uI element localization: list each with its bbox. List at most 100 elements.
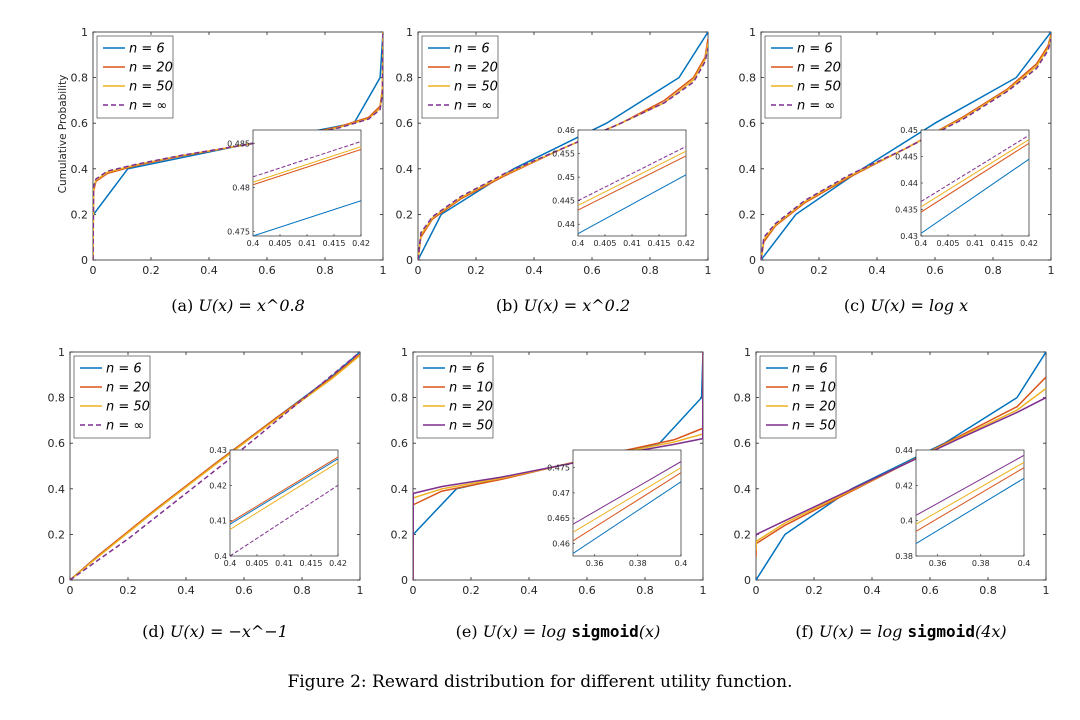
inset-series-line bbox=[230, 461, 338, 530]
inset-series-line bbox=[578, 150, 686, 206]
inset-x-tick-label: 0.4 bbox=[1018, 559, 1031, 568]
legend-label: n = 20 bbox=[129, 61, 173, 76]
inset-zoom: 0.4 0.405 0.41 0.415 0.42 0.4 0.41 0.42 0.43 bbox=[209, 446, 347, 568]
y-tick-label: 0.8 bbox=[739, 72, 757, 85]
inset-x-tick-label: 0.42 bbox=[1020, 239, 1038, 248]
legend-label: n = ∞ bbox=[797, 99, 835, 114]
inset-zoom: 0.36 0.38 0.4 0.38 0.4 0.42 0.44 bbox=[895, 446, 1030, 568]
x-tick-label: 0.8 bbox=[979, 584, 997, 597]
inset-series-line bbox=[916, 467, 1024, 532]
inset-y-tick-label: 0.47 bbox=[552, 489, 570, 498]
caption-function: sigmoid bbox=[571, 622, 639, 641]
inset-y-tick-label: 0.44 bbox=[557, 220, 575, 229]
x-tick-label: 1 bbox=[357, 584, 364, 597]
legend-label: n = 10 bbox=[449, 381, 493, 396]
inset-y-tick-label: 0.38 bbox=[895, 552, 913, 561]
inset-y-tick-label: 0.435 bbox=[895, 206, 918, 215]
inset-y-tick-label: 0.46 bbox=[552, 539, 570, 548]
legend: n = 6 n = 20 n = 50 n = ∞ bbox=[96, 35, 174, 119]
caption-prefix: (c) bbox=[843, 296, 871, 315]
y-tick-label: 1 bbox=[81, 26, 88, 39]
legend-label: n = 20 bbox=[454, 61, 498, 76]
caption-argument: (x) bbox=[638, 622, 661, 641]
x-tick-label: 0.4 bbox=[177, 584, 195, 597]
legend-label: n = 50 bbox=[797, 80, 841, 95]
legend-label: n = 6 bbox=[792, 362, 828, 377]
inset-y-tick-label: 0.43 bbox=[209, 446, 227, 455]
series-line-n-6 bbox=[761, 32, 1051, 260]
inset-y-tick-label: 0.42 bbox=[209, 481, 227, 490]
inset-series-line bbox=[253, 200, 361, 236]
series-line-n-6 bbox=[756, 352, 1046, 580]
inset-y-tick-label: 0.44 bbox=[895, 446, 913, 455]
x-tick-label: 0.2 bbox=[462, 584, 480, 597]
y-tick-label: 0.8 bbox=[734, 392, 752, 405]
caption-prefix: (a) bbox=[171, 296, 199, 315]
inset-series-line bbox=[578, 146, 686, 202]
x-tick-label: 0.6 bbox=[235, 584, 253, 597]
chart-panel-e: 0 0.2 0.4 0.6 0.8 100.20.40.60.81n = 6n = 10n… bbox=[391, 346, 707, 597]
caption-formula: U(x) = log bbox=[482, 622, 567, 641]
figure-caption: Figure 2: Reward distribution for differ… bbox=[287, 672, 793, 692]
inset-x-tick-label: 0.415 bbox=[991, 239, 1014, 248]
inset-y-tick-label: 0.41 bbox=[209, 517, 227, 526]
legend-label: n = 6 bbox=[106, 362, 142, 377]
inset-x-tick-label: 0.4 bbox=[247, 239, 260, 248]
x-tick-label: 0.2 bbox=[805, 584, 823, 597]
legend-label: n = 10 bbox=[792, 381, 836, 396]
y-tick-label: 0.2 bbox=[734, 528, 752, 541]
y-axis-label: Cumulative Probability bbox=[57, 75, 69, 194]
y-tick-label: 0.8 bbox=[71, 72, 89, 85]
legend: n = 6 n = 10 n = 20 n = 50 bbox=[416, 355, 494, 439]
subfigure-caption-f: (f) U(x) = log sigmoid(4x) bbox=[795, 622, 1006, 641]
inset-y-tick-label: 0.45 bbox=[557, 173, 575, 182]
inset-x-tick-label: 0.42 bbox=[329, 559, 347, 568]
inset-y-tick-label: 0.445 bbox=[552, 197, 575, 206]
inset-zoom: 0.36 0.38 0.4 0.46 0.465 0.47 0.475 bbox=[547, 449, 687, 568]
inset-x-tick-label: 0.38 bbox=[972, 559, 990, 568]
caption-prefix: (b) bbox=[495, 296, 524, 315]
x-tick-label: 0 bbox=[410, 584, 417, 597]
y-tick-label: 0 bbox=[749, 254, 756, 267]
y-tick-label: 0.6 bbox=[71, 117, 89, 130]
legend-label: n = 20 bbox=[792, 400, 836, 415]
inset-x-tick-label: 0.4 bbox=[915, 239, 928, 248]
inset-x-tick-label: 0.4 bbox=[572, 239, 585, 248]
series-line-n- bbox=[70, 352, 360, 580]
caption-formula: U(x) = x^0.2 bbox=[523, 296, 631, 315]
x-tick-label: 1 bbox=[705, 264, 712, 277]
y-tick-label: 0 bbox=[744, 574, 751, 587]
y-tick-label: 0 bbox=[406, 254, 413, 267]
y-tick-label: 0.4 bbox=[71, 163, 89, 176]
x-tick-label: 0.8 bbox=[641, 264, 659, 277]
inset-x-tick-label: 0.36 bbox=[929, 559, 947, 568]
caption-argument: (4x) bbox=[974, 622, 1007, 641]
caption-function: sigmoid bbox=[907, 622, 975, 641]
inset-series-line bbox=[253, 141, 361, 178]
inset-zoom: 0.4 0.405 0.41 0.415 0.42 0.475 0.48 0.485 bbox=[227, 129, 370, 248]
inset-y-tick-label: 0.465 bbox=[547, 514, 570, 523]
legend-label: n = 20 bbox=[106, 381, 150, 396]
inset-series-line bbox=[253, 146, 361, 183]
x-tick-label: 1 bbox=[1043, 584, 1050, 597]
y-tick-label: 1 bbox=[401, 346, 408, 359]
x-tick-label: 1 bbox=[380, 264, 387, 277]
x-tick-label: 0 bbox=[90, 264, 97, 277]
y-tick-label: 0.8 bbox=[48, 392, 66, 405]
inset-y-tick-label: 0.46 bbox=[557, 126, 575, 135]
legend-label: n = ∞ bbox=[129, 99, 167, 114]
inset-series-line bbox=[578, 174, 686, 235]
legend-label: n = 50 bbox=[792, 419, 836, 434]
legend-label: n = 6 bbox=[129, 42, 165, 57]
legend-label: n = 20 bbox=[449, 400, 493, 415]
inset-x-tick-label: 0.405 bbox=[594, 239, 617, 248]
inset-series-line bbox=[573, 472, 681, 542]
inset-series-line bbox=[921, 134, 1029, 202]
y-tick-label: 0 bbox=[81, 254, 88, 267]
x-tick-label: 0.6 bbox=[258, 264, 276, 277]
inset-y-tick-label: 0.43 bbox=[900, 232, 918, 241]
legend-label: n = ∞ bbox=[454, 99, 492, 114]
series-line-n- bbox=[761, 38, 1051, 260]
legend-label: n = 6 bbox=[454, 42, 490, 57]
